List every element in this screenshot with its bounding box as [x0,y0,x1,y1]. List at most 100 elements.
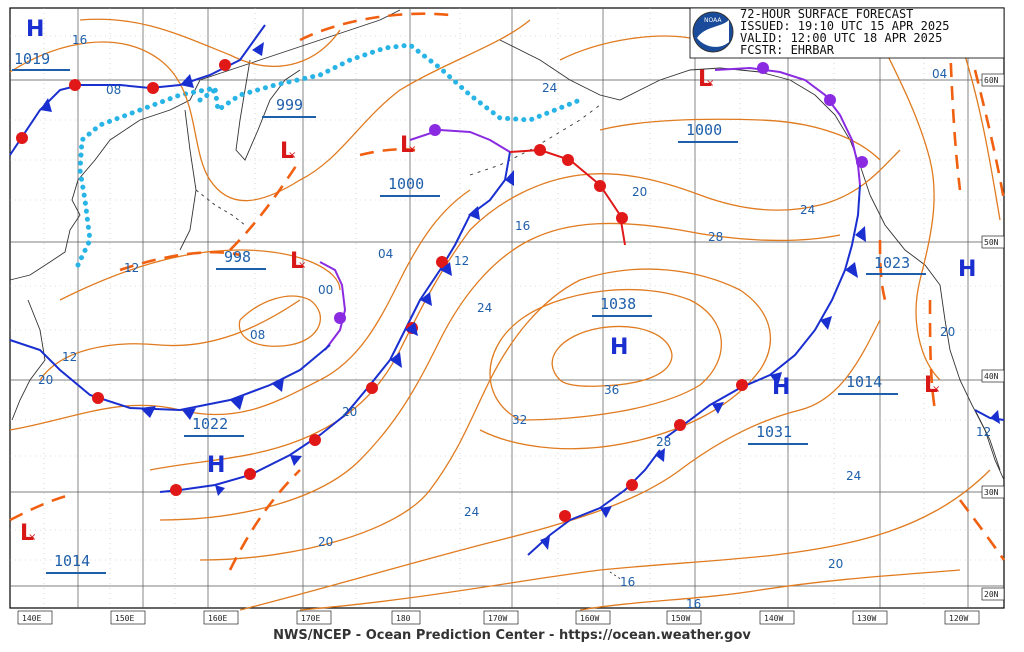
svg-text:60N: 60N [984,76,999,85]
alaska-coastline [499,39,871,196]
front-central-occlusion [409,128,511,153]
troughs [9,12,1006,571]
svg-text:140E: 140E [22,614,41,623]
japan-coastline [11,299,46,421]
svg-text:H: H [26,17,44,42]
isobar-label: 24 [542,81,557,95]
svg-text:L: L [698,67,712,92]
lon-label-180: 180 [391,610,421,625]
svg-text:NOAA: NOAA [704,17,722,24]
low-center-1000-bering: L × 1000 [380,133,440,197]
lon-label-170E: 170E [296,610,332,625]
svg-text:160E: 160E [208,614,227,623]
svg-text:30N: 30N [984,488,999,497]
header-issued: ISSUED: 19:10 UTC 15 APR 2025 [740,19,950,33]
svg-text:1014: 1014 [54,552,90,570]
isobar-label: 24 [846,469,861,483]
svg-text:L: L [20,521,34,546]
isobar-label: 16 [620,575,635,589]
front-west-pacific [9,339,331,412]
map-frame [9,7,1005,609]
svg-text:H: H [610,335,628,360]
isobar-label: 20 [318,535,333,549]
svg-text:40N: 40N [984,372,999,381]
svg-text:×: × [408,144,416,155]
lat-label-40N: 40N [981,369,1005,383]
high-center-1019: H 1019 [12,17,70,71]
isobar-label: 16 [686,597,701,611]
footer-credit: NWS/NCEP - Ocean Prediction Center - htt… [273,628,751,643]
isobar-label: 08 [250,328,265,342]
svg-text:999: 999 [276,96,303,114]
isobar-label: 20 [940,325,955,339]
high-center-1038: H 1038 [592,295,652,360]
svg-text:170E: 170E [301,614,320,623]
svg-text:×: × [28,532,36,543]
lon-label-130W: 130W [852,610,888,625]
low-center-998: L × 998 [216,248,306,274]
svg-text:×: × [298,260,306,271]
isobar-label: 04 [378,247,393,261]
lon-label-150W: 150W [666,610,702,625]
front-sea-of-okhotsk [319,261,347,351]
longitude-labels: 140E 150E 160E 170E 180 170W 160W 150W 1… [17,610,980,625]
isobar-label: 16 [72,33,87,47]
header-forecaster: FCSTR: EHRBAR [740,43,835,57]
lon-label-140W: 140W [759,610,795,625]
lat-label-50N: 50N [981,235,1005,249]
isobar-label: 12 [124,261,139,275]
isobar-label: 00 [318,283,333,297]
kamchatka-coastline [235,59,301,161]
isobar-label: 08 [106,83,121,97]
svg-text:L: L [400,133,414,158]
svg-text:150E: 150E [115,614,134,623]
low-center-1014-west: L × 1014 [20,521,106,574]
svg-text:×: × [706,78,714,89]
lon-label-140E: 140E [17,610,53,625]
isobar-label: 12 [62,350,77,364]
svg-text:998: 998 [224,248,251,266]
isobar-labels: 16 08 12 04 08 12 00 20 24 16 12 20 24 2… [38,33,991,611]
ice-edge [75,42,583,268]
front-symbols [16,42,1000,550]
svg-text:1023: 1023 [874,254,910,272]
high-center-1022: H 1022 [184,415,244,478]
svg-text:180: 180 [396,614,411,623]
latitude-labels: 60N 50N 40N 30N 20N [981,73,1005,601]
lat-label-20N: 20N [981,587,1005,601]
low-center-999: L × 999 [262,96,316,164]
svg-text:140W: 140W [764,614,783,623]
isobar-label: 16 [515,219,530,233]
svg-text:H: H [207,453,225,478]
isobar-label: 24 [477,301,492,315]
svg-text:170W: 170W [488,614,507,623]
svg-text:50N: 50N [984,238,999,247]
lat-label-30N: 30N [981,485,1005,499]
high-pressure-centers: H 1019 H 1022 H 1038 H 1031 H 1023 [12,17,976,478]
low-center-1014-east: L × 1014 [838,373,940,398]
svg-text:120W: 120W [949,614,968,623]
front-east-pacific-cold [664,184,861,439]
forecast-header: NOAA 72-HOUR SURFACE FORECAST ISSUED: 19… [689,7,1005,59]
svg-text:20N: 20N [984,590,999,599]
isobar-label: 20 [38,373,53,387]
high-center-1031: H 1031 [748,375,808,445]
isobar-label: 28 [656,435,671,449]
svg-text:1022: 1022 [192,415,228,433]
isobar-label: 24 [800,203,815,217]
lon-label-160W: 160W [575,610,611,625]
graticule [10,8,1004,608]
isobar-label: 12 [454,254,469,268]
high-center-1023: H 1023 [866,254,976,282]
svg-text:H: H [958,257,976,282]
isobar-label: 12 [976,425,991,439]
header-title: 72-HOUR SURFACE FORECAST [740,7,913,21]
asia-coastline [9,9,401,281]
header-valid: VALID: 12:00 UTC 18 APR 2025 [740,31,942,45]
svg-text:1000: 1000 [388,175,424,193]
aleutian-islands [469,104,601,176]
isobar-label: 20 [828,557,843,571]
baja-coastline [974,409,1001,471]
isobar-label: 20 [632,185,647,199]
